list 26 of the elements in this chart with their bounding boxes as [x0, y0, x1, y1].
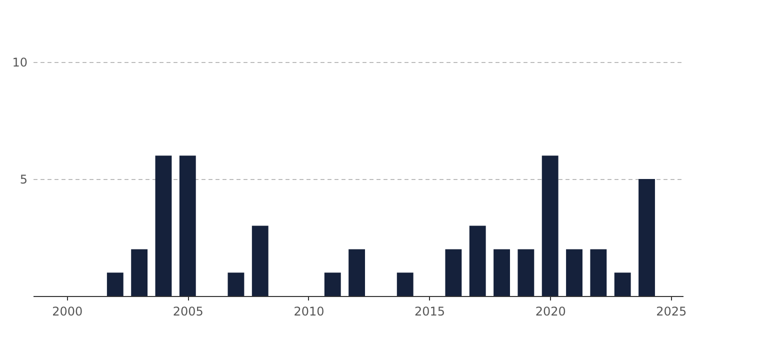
- bar: [469, 226, 486, 296]
- bar: [228, 272, 244, 296]
- x-tick-label: 2000: [52, 304, 83, 318]
- bar: [614, 272, 631, 296]
- y-tick-label: 5: [20, 172, 28, 186]
- y-tick-label: 10: [12, 56, 28, 70]
- bar: [106, 272, 124, 296]
- bar: [590, 249, 607, 296]
- bar: [566, 249, 582, 296]
- bar: [252, 226, 268, 296]
- bar: [542, 156, 558, 296]
- bar: [179, 156, 196, 296]
- x-tick-label: 2005: [172, 304, 204, 318]
- bar: [396, 272, 414, 296]
- bar: [518, 249, 534, 296]
- x-tick-label: 2020: [535, 304, 566, 318]
- bar: [638, 179, 655, 296]
- bar: [324, 272, 341, 296]
- bar: [348, 249, 366, 296]
- bar: [131, 249, 148, 296]
- bar: [494, 249, 510, 296]
- bar: [155, 156, 172, 296]
- x-tick-label: 2025: [656, 304, 687, 318]
- x-tick-label: 2010: [294, 304, 324, 318]
- x-tick-label: 2015: [414, 304, 446, 318]
- bar: [445, 249, 462, 296]
